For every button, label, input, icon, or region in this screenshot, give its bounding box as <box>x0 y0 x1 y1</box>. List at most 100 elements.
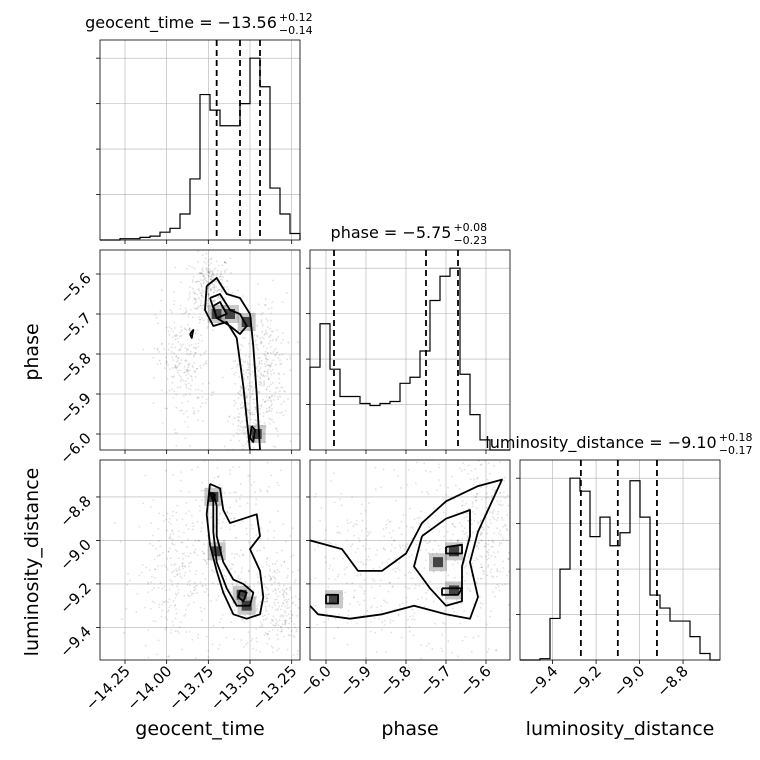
scatter-point <box>360 561 363 564</box>
scatter-point <box>256 375 259 377</box>
scatter-point <box>264 618 267 621</box>
scatter-point <box>370 586 373 589</box>
scatter-point <box>269 345 272 348</box>
scatter-point <box>209 553 212 556</box>
scatter-point <box>192 290 195 293</box>
scatter-point <box>157 639 160 642</box>
scatter-point <box>244 371 247 374</box>
scatter-point <box>244 425 247 428</box>
scatter-point <box>264 400 267 403</box>
contour-level-1 <box>205 483 265 620</box>
scatter-point <box>186 267 188 270</box>
scatter-point <box>190 343 193 346</box>
scatter-point <box>423 539 426 542</box>
scatter-point <box>264 354 266 357</box>
scatter-point <box>242 444 245 447</box>
scatter-point <box>247 455 249 457</box>
scatter-point <box>487 557 490 560</box>
scatter-point <box>204 401 207 404</box>
scatter-point <box>463 566 465 569</box>
scatter-point <box>228 415 231 418</box>
scatter-point <box>284 611 287 614</box>
scatter-point <box>425 598 428 600</box>
scatter-point <box>267 377 270 380</box>
scatter-point <box>456 539 459 541</box>
scatter-point <box>489 615 492 618</box>
scatter-point <box>240 358 243 361</box>
scatter-point <box>266 352 269 354</box>
scatter-point <box>550 553 552 555</box>
scatter-point <box>293 623 296 626</box>
scatter-point <box>209 289 212 292</box>
scatter-point <box>364 538 367 541</box>
scatter-point <box>185 350 188 352</box>
scatter-point <box>522 505 524 507</box>
scatter-point <box>209 277 212 280</box>
scatter-point <box>446 601 449 604</box>
scatter-point <box>466 539 469 541</box>
scatter-point <box>245 369 248 371</box>
scatter-point <box>269 407 271 409</box>
scatter-point <box>197 404 199 406</box>
scatter-point <box>480 577 483 580</box>
scatter-point <box>242 426 245 428</box>
scatter-point <box>489 511 492 514</box>
scatter-point <box>269 423 272 425</box>
scatter-point <box>274 578 277 581</box>
scatter-point <box>197 250 200 253</box>
scatter-point <box>408 507 411 510</box>
scatter-point <box>164 469 167 472</box>
scatter-point <box>362 563 365 566</box>
scatter-point <box>217 648 220 650</box>
scatter-point <box>243 337 246 339</box>
scatter-point <box>205 635 208 638</box>
scatter-point <box>281 386 284 389</box>
scatter-point <box>170 346 173 349</box>
scatter-point <box>144 644 147 647</box>
scatter-point <box>167 551 170 553</box>
scatter-point <box>210 453 212 455</box>
scatter-point <box>142 348 145 351</box>
scatter-point <box>475 581 478 584</box>
scatter-point <box>165 326 168 329</box>
scatter-point <box>529 621 531 623</box>
scatter-point <box>274 347 277 350</box>
scatter-point <box>447 486 449 489</box>
scatter-point <box>345 539 348 542</box>
ylabel-luminosity-distance: luminosity_distance <box>21 468 43 657</box>
scatter-point <box>452 607 455 610</box>
scatter-point <box>352 596 355 599</box>
scatter-point <box>505 528 508 530</box>
scatter-point <box>207 292 210 295</box>
scatter-point <box>512 462 514 464</box>
scatter-point <box>471 501 474 503</box>
scatter-point <box>155 653 158 656</box>
scatter-point <box>248 409 251 411</box>
x-tick-label: −13.75 <box>165 662 217 714</box>
x-tick-label: −13.25 <box>249 662 301 714</box>
scatter-point <box>185 502 188 505</box>
scatter-point <box>363 599 366 602</box>
scatter-point <box>253 585 256 588</box>
scatter-point <box>268 378 270 381</box>
scatter-point <box>479 533 482 536</box>
scatter-point <box>259 600 262 603</box>
scatter-point <box>486 550 489 553</box>
scatter-point <box>498 532 500 535</box>
scatter-point <box>389 520 392 523</box>
scatter-point <box>369 630 372 633</box>
scatter-point <box>258 383 261 386</box>
scatter-point <box>212 273 215 276</box>
scatter-point <box>236 365 238 368</box>
scatter-point <box>288 634 291 637</box>
scatter-point <box>346 643 349 646</box>
scatter-point <box>262 374 265 376</box>
scatter-point <box>276 329 278 332</box>
scatter-point <box>366 534 369 537</box>
scatter-point <box>158 603 161 606</box>
scatter-point <box>438 466 440 469</box>
scatter-point <box>257 357 260 360</box>
scatter-point <box>202 558 205 561</box>
scatter-point <box>234 456 236 458</box>
scatter-point <box>206 327 208 329</box>
